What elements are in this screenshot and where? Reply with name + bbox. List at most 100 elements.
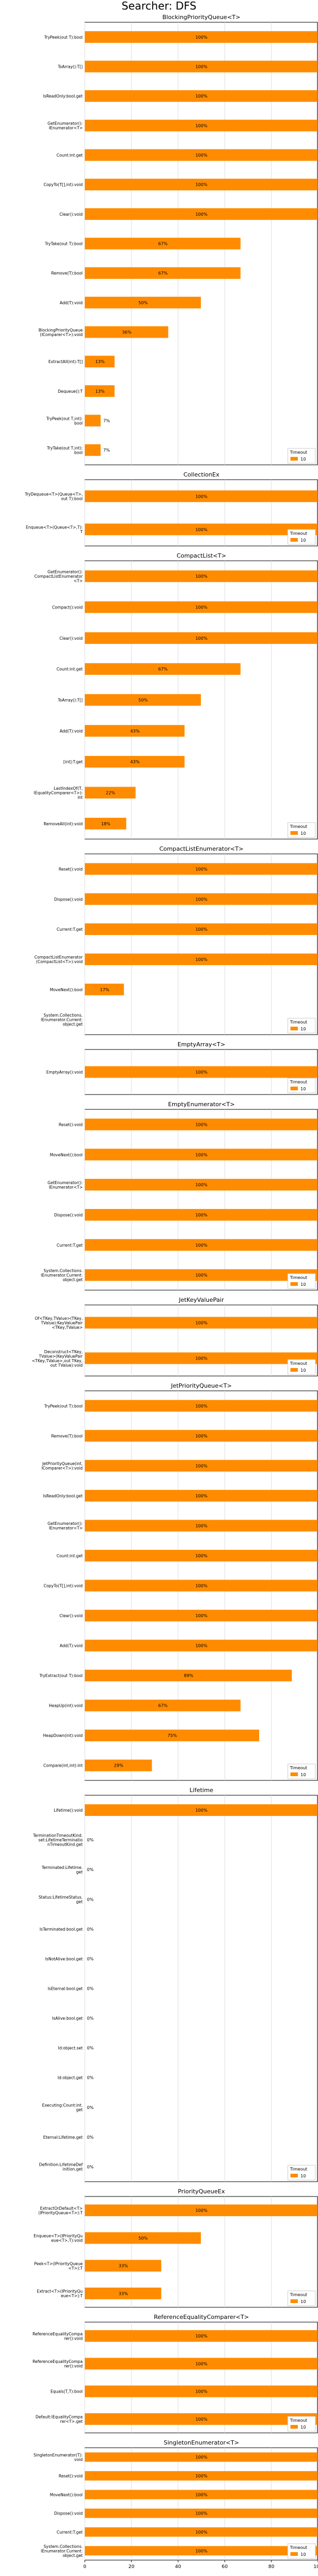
- plot-frame: [84, 853, 318, 1035]
- data-label: 0%: [87, 1897, 94, 1902]
- category-label: ReferenceEqualityCompa rer():void: [32, 2359, 83, 2369]
- legend-box: [287, 1273, 316, 1289]
- data-label: 100%: [196, 182, 208, 187]
- x-tick-label: 80: [268, 2564, 275, 2570]
- panel-title: JetPriorityQueue<T>: [171, 1382, 232, 1389]
- bar: [85, 1520, 317, 1532]
- legend: Timeout 10: [287, 1763, 316, 1779]
- panel: ReferenceEqualityComparer<T> ReferenceEqu…: [32, 2314, 318, 2433]
- category-label: TryExtract(out T):bool: [39, 1673, 83, 1678]
- category-label: Dequeue():T: [58, 389, 83, 394]
- bar: [85, 725, 185, 737]
- category-label: Deconstruct<TKey, TValue>(KeyValuePair <TK…: [32, 1349, 83, 1368]
- data-label: 0%: [87, 1927, 94, 1931]
- panel: CollectionEx TryDequeue<T>(Queue<T>, out T…: [24, 471, 318, 546]
- legend-label: 10: [301, 457, 306, 462]
- data-label: 100%: [196, 636, 208, 641]
- bar: [85, 983, 124, 995]
- category-label: Reset():void: [59, 2474, 83, 2478]
- panel-title: JetKeyValuePair: [179, 1296, 224, 1303]
- bar: [85, 90, 317, 102]
- legend-label: 10: [301, 2425, 306, 2430]
- category-label: Compare(int,int):int: [43, 1763, 83, 1768]
- legend-label: 10: [301, 538, 306, 543]
- category-label: GetEnumerator(): IEnumerator<T>: [48, 1521, 83, 1531]
- category-label: Compact():void: [52, 605, 83, 610]
- panel: CompactListEnumerator<T> Reset():void 100%…: [34, 845, 318, 1035]
- data-label: 100%: [196, 1122, 208, 1127]
- bar: [85, 632, 317, 644]
- category-label: RemoveAll(int):void: [43, 822, 83, 826]
- data-label: 29%: [114, 1763, 123, 1768]
- bar: [85, 444, 101, 456]
- data-label: 100%: [196, 1523, 208, 1528]
- data-label: 100%: [196, 153, 208, 158]
- category-label: Current:T.get: [57, 1243, 83, 1248]
- data-label: 13%: [95, 389, 105, 394]
- category-label: TryTake(out T,int): bool: [47, 446, 83, 455]
- plot-frame: [84, 1795, 318, 2182]
- data-label: 17%: [100, 987, 110, 992]
- category-label: TryPeek(out T):bool: [44, 35, 83, 40]
- data-label: 100%: [196, 1434, 208, 1439]
- data-label: 67%: [158, 271, 168, 276]
- data-label: 75%: [167, 1733, 177, 1738]
- category-label: LastIndexOf(T, IEqualityComparer<T>): int: [34, 786, 83, 800]
- legend-title: Timeout: [289, 1080, 307, 1084]
- data-label: 100%: [196, 2548, 208, 2553]
- category-label: Enqueue<T>(IPriorityQu eue<T>,T):void: [33, 2234, 83, 2243]
- bar: [85, 31, 317, 43]
- x-tick-label: 40: [175, 2564, 181, 2570]
- data-label: 100%: [196, 1463, 208, 1468]
- panel: JetPriorityQueue<T> TryPeek(out T):bool 10…: [39, 1382, 318, 1781]
- data-label: 100%: [196, 65, 208, 69]
- plot-frame: [84, 1304, 318, 1377]
- bar: [85, 570, 317, 583]
- x-tick-label: 100: [313, 2564, 318, 2570]
- legend-title: Timeout: [289, 450, 307, 455]
- panel-title: CollectionEx: [183, 471, 219, 478]
- figure-title: Searcher: DFS: [121, 0, 196, 12]
- category-label: Count:int.get: [57, 153, 83, 158]
- data-label: 100%: [196, 2208, 208, 2213]
- bar: [85, 414, 101, 427]
- legend-label: 10: [301, 2552, 306, 2557]
- data-label: 0%: [87, 2076, 94, 2080]
- category-label: Equals(T,T):bool: [50, 2389, 83, 2394]
- data-label: 100%: [196, 1243, 208, 1248]
- panel: BlockingPriorityQueue<T> TryPeek(out T):b…: [39, 14, 318, 465]
- legend-swatch: [290, 457, 298, 461]
- legend-label: 10: [301, 2299, 306, 2304]
- category-label: Add(T):void: [60, 301, 83, 305]
- category-label: IsReadOnly:bool.get: [43, 1494, 83, 1498]
- legend-swatch: [290, 1087, 298, 1090]
- category-label: CopyTo(T[],int):void: [43, 1584, 83, 1589]
- legend: Timeout 10: [287, 2416, 316, 2432]
- category-label: CompactListEnumerator (CompactList<T>):vo…: [34, 955, 83, 965]
- bar: [85, 237, 241, 250]
- panel-title: CompactListEnumerator<T>: [160, 845, 244, 852]
- category-label: Id:object.get: [58, 2076, 83, 2080]
- data-label: 100%: [196, 1808, 208, 1813]
- legend-swatch: [290, 2299, 298, 2303]
- legend-box: [287, 529, 316, 545]
- data-label: 100%: [196, 1152, 208, 1157]
- legend-title: Timeout: [289, 1361, 307, 1366]
- category-label: TryTake(out T):bool: [45, 242, 83, 246]
- legend-title: Timeout: [289, 2545, 307, 2550]
- data-label: 0%: [87, 1867, 94, 1872]
- category-label: Default:IEqualityCompa rer<T>.get: [36, 2415, 83, 2424]
- legend-title: Timeout: [289, 2292, 307, 2297]
- bar: [85, 756, 185, 768]
- legend-box: [287, 1078, 316, 1093]
- bar: [85, 1489, 317, 1502]
- data-label: 100%: [196, 1273, 208, 1278]
- panel: EmptyArray<T> EmptyArray():void 100% Timeou…: [46, 1041, 318, 1095]
- data-label: 0%: [87, 1838, 94, 1842]
- bar: [85, 60, 317, 73]
- bar: [85, 1730, 259, 1742]
- category-label: Lifetime():void: [54, 1808, 83, 1813]
- data-label: 0%: [87, 1956, 94, 1961]
- legend-title: Timeout: [289, 824, 307, 829]
- legend: Timeout 10: [287, 529, 316, 545]
